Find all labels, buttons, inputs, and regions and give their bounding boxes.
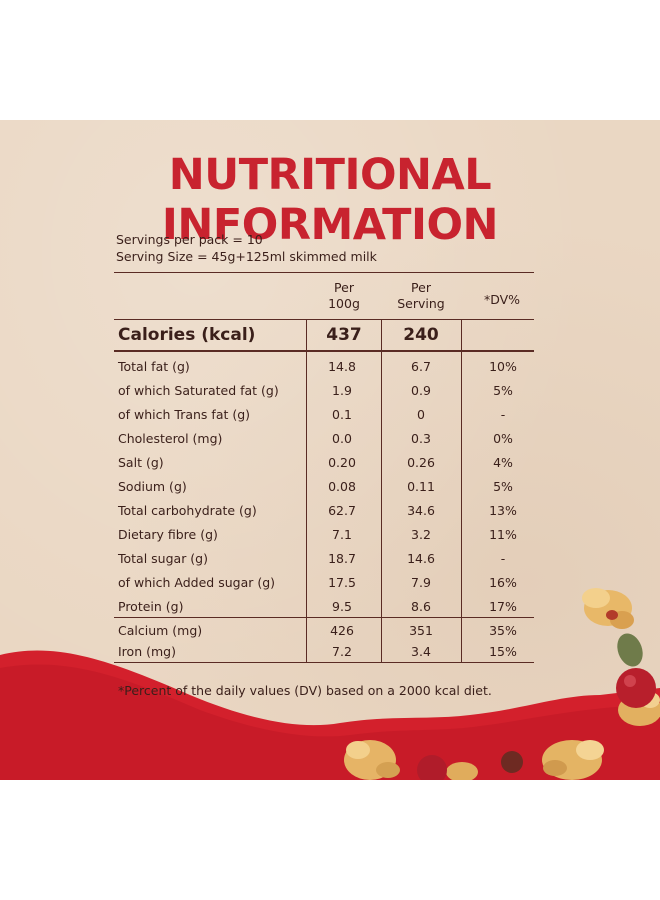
value-dv: 0% bbox=[493, 431, 513, 446]
granola-cluster-image bbox=[344, 588, 660, 780]
value-dv: - bbox=[500, 407, 506, 422]
value-per-100g: 0.1 bbox=[332, 407, 352, 422]
table-row: Protein (g) 9.5 8.6 17% bbox=[0, 599, 660, 621]
calories-per-100g: 437 bbox=[326, 325, 362, 345]
value-dv: 5% bbox=[493, 383, 513, 398]
table-row: Dietary fibre (g) 7.1 3.2 11% bbox=[0, 527, 660, 549]
nutrient-name: Salt (g) bbox=[118, 455, 164, 470]
header-rule bbox=[114, 319, 534, 321]
value-per-100g: 426 bbox=[330, 623, 354, 638]
nutrient-name: Cholesterol (mg) bbox=[118, 431, 223, 446]
table-bottom-rule bbox=[114, 662, 534, 664]
value-per-serving: 0.3 bbox=[411, 431, 431, 446]
value-per-serving: 0.26 bbox=[407, 455, 435, 470]
value-dv: 16% bbox=[489, 575, 517, 590]
value-per-100g: 7.2 bbox=[332, 644, 352, 659]
table-row: of which Trans fat (g) 0.1 0 - bbox=[0, 407, 660, 429]
pumpkin-seed-image bbox=[617, 633, 643, 667]
value-per-100g: 9.5 bbox=[332, 599, 352, 614]
value-per-serving: 0.11 bbox=[407, 479, 435, 494]
value-per-serving: 14.6 bbox=[407, 551, 435, 566]
table-row: Salt (g) 0.20 0.26 4% bbox=[0, 455, 660, 477]
value-per-100g: 62.7 bbox=[328, 503, 356, 518]
value-dv: - bbox=[500, 551, 506, 566]
cranberry-image bbox=[417, 668, 656, 780]
header-dv: *DV% bbox=[483, 292, 521, 307]
value-per-100g: 18.7 bbox=[328, 551, 356, 566]
value-dv: 15% bbox=[489, 644, 517, 659]
calories-rule bbox=[114, 350, 534, 353]
header-per-100g: Per 100g bbox=[328, 280, 360, 311]
decor-illustration bbox=[0, 588, 660, 780]
calories-per-serving: 240 bbox=[403, 325, 439, 345]
nutrient-name: of which Trans fat (g) bbox=[118, 407, 251, 422]
nutrient-name: Sodium (g) bbox=[118, 479, 187, 494]
servings-per-pack: Servings per pack = 10 bbox=[116, 232, 263, 247]
value-per-100g: 1.9 bbox=[332, 383, 352, 398]
value-per-serving: 351 bbox=[409, 623, 433, 638]
table-row: Total fat (g) 14.8 6.7 10% bbox=[0, 359, 660, 381]
value-per-100g: 0.20 bbox=[328, 455, 356, 470]
table-row: of which Saturated fat (g) 1.9 0.9 5% bbox=[0, 383, 660, 405]
table-row: Iron (mg) 7.2 3.4 15% bbox=[0, 644, 660, 666]
nutrient-name: Total carbohydrate (g) bbox=[118, 503, 257, 518]
calories-label: Calories (kcal) bbox=[118, 325, 256, 345]
table-row: Total carbohydrate (g) 62.7 34.6 13% bbox=[0, 503, 660, 525]
value-per-serving: 0 bbox=[417, 407, 425, 422]
value-per-100g: 7.1 bbox=[332, 527, 352, 542]
table-row: Cholesterol (mg) 0.0 0.3 0% bbox=[0, 431, 660, 453]
table-row: Total sugar (g) 18.7 14.6 - bbox=[0, 551, 660, 573]
column-divider-3 bbox=[461, 319, 463, 662]
value-dv: 13% bbox=[489, 503, 517, 518]
nutrition-panel: NUTRITIONAL INFORMATION Servings per pac… bbox=[0, 120, 660, 780]
nutrient-name: of which Added sugar (g) bbox=[118, 575, 276, 590]
value-dv: 10% bbox=[489, 359, 517, 374]
nutrient-name: Calcium (mg) bbox=[118, 623, 203, 638]
value-per-serving: 0.9 bbox=[411, 383, 431, 398]
nutrient-name: of which Saturated fat (g) bbox=[118, 383, 279, 398]
serving-size: Serving Size = 45g+125ml skimmed milk bbox=[116, 249, 377, 264]
value-per-100g: 0.0 bbox=[332, 431, 352, 446]
table-top-rule bbox=[114, 272, 534, 274]
value-per-100g: 14.8 bbox=[328, 359, 356, 374]
minerals-rule bbox=[114, 617, 534, 619]
value-dv: 5% bbox=[493, 479, 513, 494]
nutrient-name: Dietary fibre (g) bbox=[118, 527, 218, 542]
value-per-serving: 6.7 bbox=[411, 359, 431, 374]
value-dv: 35% bbox=[489, 623, 517, 638]
column-divider-2 bbox=[381, 319, 383, 662]
value-per-serving: 34.6 bbox=[407, 503, 435, 518]
footnote: *Percent of the daily values (DV) based … bbox=[118, 683, 492, 698]
nutrient-name: Iron (mg) bbox=[118, 644, 176, 659]
value-dv: 4% bbox=[493, 455, 513, 470]
value-per-serving: 3.4 bbox=[411, 644, 431, 659]
nutrient-name: Total fat (g) bbox=[118, 359, 190, 374]
table-row: Sodium (g) 0.08 0.11 5% bbox=[0, 479, 660, 501]
value-per-serving: 3.2 bbox=[411, 527, 431, 542]
value-dv: 17% bbox=[489, 599, 517, 614]
header-per-serving: Per Serving bbox=[397, 280, 445, 311]
value-per-100g: 0.08 bbox=[328, 479, 356, 494]
value-per-serving: 7.9 bbox=[411, 575, 431, 590]
value-dv: 11% bbox=[489, 527, 517, 542]
value-per-serving: 8.6 bbox=[411, 599, 431, 614]
page-title: NUTRITIONAL INFORMATION bbox=[161, 150, 499, 250]
table-row: Calcium (mg) 426 351 35% bbox=[0, 623, 660, 645]
column-divider-1 bbox=[306, 319, 308, 662]
value-per-100g: 17.5 bbox=[328, 575, 356, 590]
nutrient-name: Protein (g) bbox=[118, 599, 184, 614]
table-row: of which Added sugar (g) 17.5 7.9 16% bbox=[0, 575, 660, 597]
nutrient-name: Total sugar (g) bbox=[118, 551, 208, 566]
